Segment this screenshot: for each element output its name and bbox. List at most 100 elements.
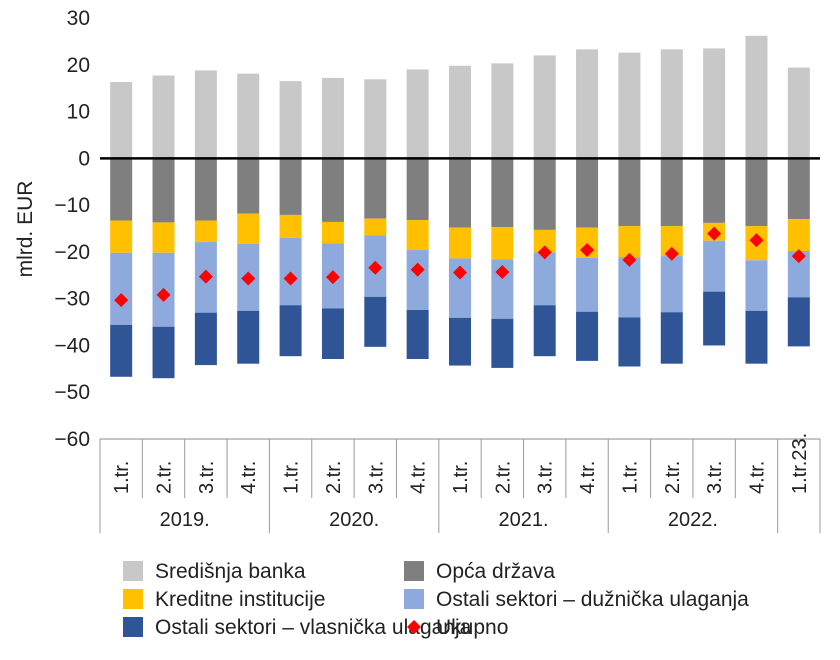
bar-ostali-sektori-vlasnicka-ulaganja	[787, 297, 810, 347]
bar-ostali-sektori-duznicka-ulaganja	[618, 257, 641, 318]
legend-swatch	[123, 561, 143, 581]
x-tick-label: 2.tr.	[662, 461, 684, 494]
x-tick-label: 4.tr.	[746, 461, 768, 494]
bar-ostali-sektori-duznicka-ulaganja	[745, 260, 768, 311]
x-tick-label: 1.tr.	[111, 461, 133, 494]
bar-sredisnja-banka	[237, 73, 260, 159]
x-tick-label: 2.tr.	[323, 461, 345, 494]
bar-ostali-sektori-vlasnicka-ulaganja	[194, 312, 217, 366]
bar-kreditne-institucije	[449, 227, 471, 259]
bar-kreditne-institucije	[787, 219, 810, 251]
marker-ukupno	[580, 243, 595, 258]
y-tick-label: −60	[54, 428, 90, 451]
marker-ukupno	[283, 271, 298, 286]
x-tick-label: 1.tr.23.	[789, 433, 811, 494]
legend-swatch	[123, 589, 143, 609]
bar-sredisnja-banka	[406, 69, 429, 159]
marker-ukupno	[453, 265, 467, 280]
bar-ostali-sektori-vlasnicka-ulaganja	[449, 317, 471, 366]
x-group-label: 2021.	[498, 509, 548, 531]
bar-opca-drzava	[491, 158, 514, 228]
legend-label: Ostali sektori – dužnička ulaganja	[436, 588, 749, 611]
x-tick-label: 4.tr.	[238, 461, 260, 494]
bar-ostali-sektori-vlasnicka-ulaganja	[576, 311, 599, 361]
bar-opca-drzava	[279, 158, 302, 215]
x-tick-label: 2.tr.	[492, 461, 514, 494]
x-group-label: 2022.	[668, 509, 718, 531]
bar-kreditne-institucije	[237, 213, 260, 244]
bar-kreditne-institucije	[152, 222, 175, 253]
marker-ukupno	[749, 233, 764, 248]
y-tick-label: −40	[54, 334, 90, 357]
bar-sredisnja-banka	[660, 49, 683, 159]
bar-opca-drzava	[533, 158, 556, 230]
bar-kreditne-institucije	[406, 220, 429, 251]
marker-ukupno	[241, 271, 256, 286]
legend-swatch	[123, 617, 143, 637]
x-tick-label: 4.tr.	[577, 461, 599, 494]
x-tick-label: 2.tr.	[154, 461, 176, 494]
bar-opca-drzava	[237, 158, 260, 214]
x-group-label: 2019.	[160, 509, 210, 531]
y-axis-ticks: 30 20 10 0 −10 −20 −30 −40 −50 −60	[54, 7, 90, 451]
y-tick-label: −50	[54, 381, 90, 404]
marker-ukupno	[114, 293, 129, 308]
bar-opca-drzava	[321, 158, 344, 222]
bars	[110, 35, 810, 379]
bar-opca-drzava	[406, 158, 429, 221]
bar-sredisnja-banka	[110, 82, 133, 159]
bar-kreditne-institucije	[364, 218, 387, 236]
bar-opca-drzava	[449, 158, 471, 228]
bar-ostali-sektori-duznicka-ulaganja	[406, 250, 429, 310]
bar-ostali-sektori-vlasnicka-ulaganja	[321, 308, 344, 360]
bar-ostali-sektori-vlasnicka-ulaganja	[533, 305, 556, 357]
bar-ostali-sektori-vlasnicka-ulaganja	[745, 310, 768, 364]
legend-label: Kreditne institucije	[155, 588, 325, 611]
bar-opca-drzava	[576, 158, 599, 228]
legend-label: Središnja banka	[155, 560, 306, 583]
bar-sredisnja-banka	[449, 65, 471, 159]
marker-ukupno	[791, 249, 806, 264]
x-tick-label: 1.tr.	[281, 461, 303, 494]
marker-ukupno	[368, 260, 383, 275]
x-tick-label: 1.tr.	[619, 461, 641, 494]
marker-ukupno	[622, 252, 637, 267]
marker-ukupno	[495, 265, 510, 280]
bar-ostali-sektori-duznicka-ulaganja	[660, 256, 683, 313]
bar-sredisnja-banka	[491, 63, 514, 159]
bar-ostali-sektori-duznicka-ulaganja	[110, 252, 133, 325]
bar-kreditne-institucije	[194, 220, 217, 243]
bar-ostali-sektori-duznicka-ulaganja	[703, 240, 726, 292]
y-tick-label: 20	[67, 54, 90, 77]
x-tick-label: 3.tr.	[704, 461, 726, 494]
y-axis-title: mlrd. EUR	[14, 181, 37, 278]
bar-kreditne-institucije	[660, 226, 683, 257]
y-tick-label: −30	[54, 288, 90, 311]
bar-ostali-sektori-vlasnicka-ulaganja	[660, 312, 683, 364]
bar-opca-drzava	[618, 158, 641, 227]
legend: Središnja banka Opća država Kreditne insti…	[123, 560, 749, 639]
x-axis: 1.tr. 2.tr. 3.tr. 4.tr. 1.tr. 2.tr. 3.tr. 4.tr.…	[99, 433, 821, 533]
marker-ukupno	[537, 245, 552, 260]
bar-opca-drzava	[194, 158, 217, 221]
bar-sredisnja-banka	[194, 70, 217, 159]
bar-ostali-sektori-vlasnicka-ulaganja	[110, 324, 133, 377]
x-tick-label: 1.tr.	[450, 461, 472, 494]
marker-ukupno	[707, 226, 722, 241]
bar-sredisnja-banka	[152, 75, 175, 159]
bar-sredisnja-banka	[703, 48, 726, 159]
bar-ostali-sektori-vlasnicka-ulaganja	[237, 310, 260, 364]
x-tick-label: 3.tr.	[365, 461, 387, 494]
x-tick-label: 3.tr.	[196, 461, 218, 494]
bar-kreditne-institucije	[321, 221, 344, 244]
bar-sredisnja-banka	[787, 67, 810, 159]
y-tick-label: −20	[54, 241, 90, 264]
legend-swatch	[404, 589, 424, 609]
x-tick-label: 3.tr.	[535, 461, 557, 494]
bar-kreditne-institucije	[533, 229, 556, 253]
bar-kreditne-institucije	[491, 227, 514, 260]
marker-ukupno	[325, 270, 340, 285]
bar-ostali-sektori-vlasnicka-ulaganja	[406, 309, 429, 360]
bar-sredisnja-banka	[321, 77, 344, 159]
